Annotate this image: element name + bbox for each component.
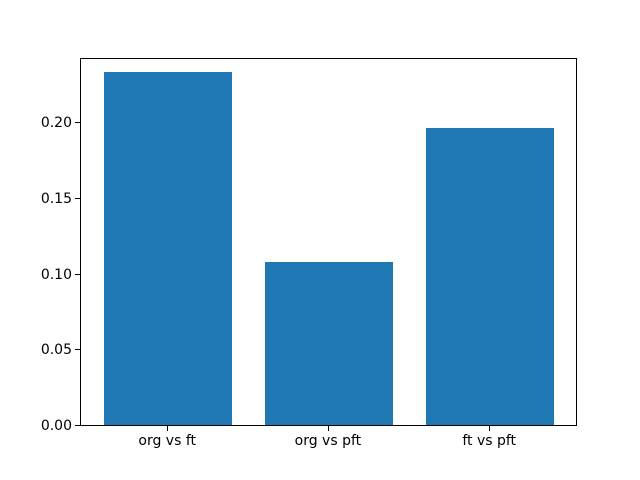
x-tick-mark [167, 426, 169, 431]
y-tick-mark [75, 273, 80, 275]
y-tick-label: 0.20 [40, 115, 72, 132]
y-tick-mark [75, 122, 80, 124]
y-tick-label: 0.15 [40, 191, 72, 208]
x-tick-label: org vs ft [138, 433, 196, 449]
y-tick-label: 0.00 [40, 418, 72, 434]
bar-org-vs-ft [103, 72, 233, 425]
y-tick-mark [75, 425, 80, 426]
x-tick-label: ft vs pft [462, 433, 517, 449]
y-tick-mark [75, 198, 80, 200]
bar-org-vs-pft [264, 261, 394, 425]
bar-ft-vs-pft [425, 128, 555, 425]
y-tick-label: 0.05 [40, 342, 72, 359]
x-tick-mark [327, 426, 329, 431]
y-tick-label: 0.10 [40, 266, 72, 283]
y-tick-mark [75, 349, 80, 351]
x-tick-mark [489, 426, 491, 431]
plot-area [80, 58, 577, 426]
x-tick-label: org vs pft [294, 433, 362, 449]
